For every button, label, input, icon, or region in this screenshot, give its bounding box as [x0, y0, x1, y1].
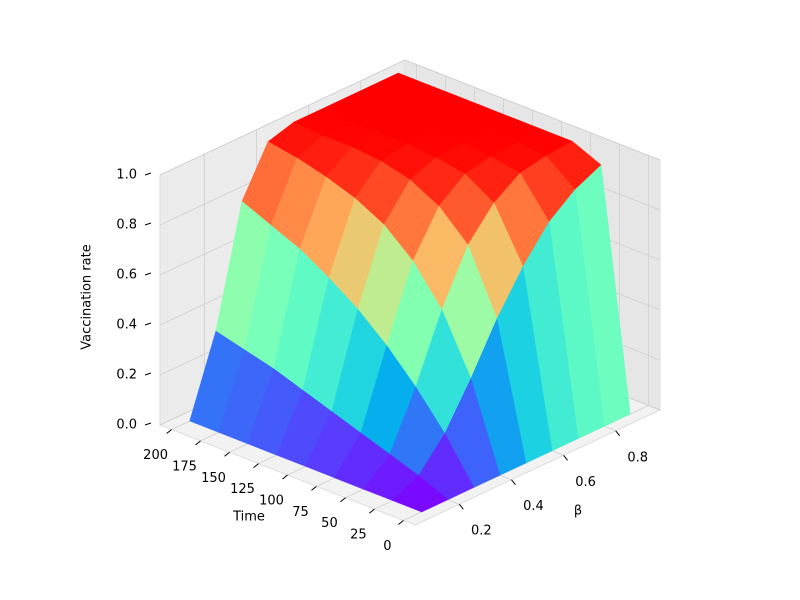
x-tick-label: 0.2 — [471, 524, 492, 539]
tick-mark — [369, 508, 375, 514]
x-tick-label: 0.8 — [627, 450, 648, 465]
y-tick-label: 100 — [259, 494, 284, 509]
tick-mark — [144, 422, 152, 426]
y-tick-label: 75 — [292, 505, 309, 520]
y-tick-label: 175 — [172, 459, 197, 474]
y-tick-label: 25 — [350, 528, 367, 543]
tick-mark — [224, 451, 230, 457]
tick-mark — [511, 479, 516, 486]
z-tick-label: 0.6 — [116, 268, 137, 283]
tick-mark — [458, 503, 464, 510]
z-tick-label: 0.8 — [116, 218, 137, 233]
surface-cell — [392, 475, 449, 513]
tick-mark — [398, 520, 404, 525]
y-tick-label: 125 — [230, 482, 255, 497]
y-axis-label: Time — [232, 510, 265, 525]
y-tick-label: 50 — [321, 516, 338, 531]
tick-mark — [144, 272, 152, 276]
tick-mark — [144, 222, 152, 226]
x-axis-label: β — [574, 504, 582, 519]
tick-mark — [311, 485, 317, 491]
tick-mark — [253, 463, 259, 469]
y-tick-label: 0 — [383, 539, 391, 554]
tick-mark — [340, 497, 346, 503]
z-tick-label: 0.0 — [116, 418, 137, 433]
tick-mark — [144, 172, 152, 176]
x-tick-label: 0.4 — [523, 499, 544, 514]
grid-line — [404, 59, 661, 161]
tick-mark — [144, 322, 152, 326]
tick-mark — [282, 474, 288, 480]
z-tick-label: 0.2 — [116, 368, 137, 383]
tick-mark — [144, 372, 152, 376]
tick-mark — [195, 440, 201, 446]
z-tick-label: 0.4 — [116, 318, 137, 333]
z-tick-label: 1.0 — [116, 168, 137, 183]
y-tick-label: 200 — [143, 448, 168, 463]
tick-mark — [563, 454, 568, 461]
grid-line — [159, 59, 406, 176]
y-tick-label: 150 — [201, 471, 226, 486]
x-tick-label: 0.6 — [575, 475, 596, 490]
tick-mark — [166, 429, 172, 434]
z-axis-label: Vaccination rate — [80, 244, 95, 349]
tick-mark — [615, 430, 621, 437]
